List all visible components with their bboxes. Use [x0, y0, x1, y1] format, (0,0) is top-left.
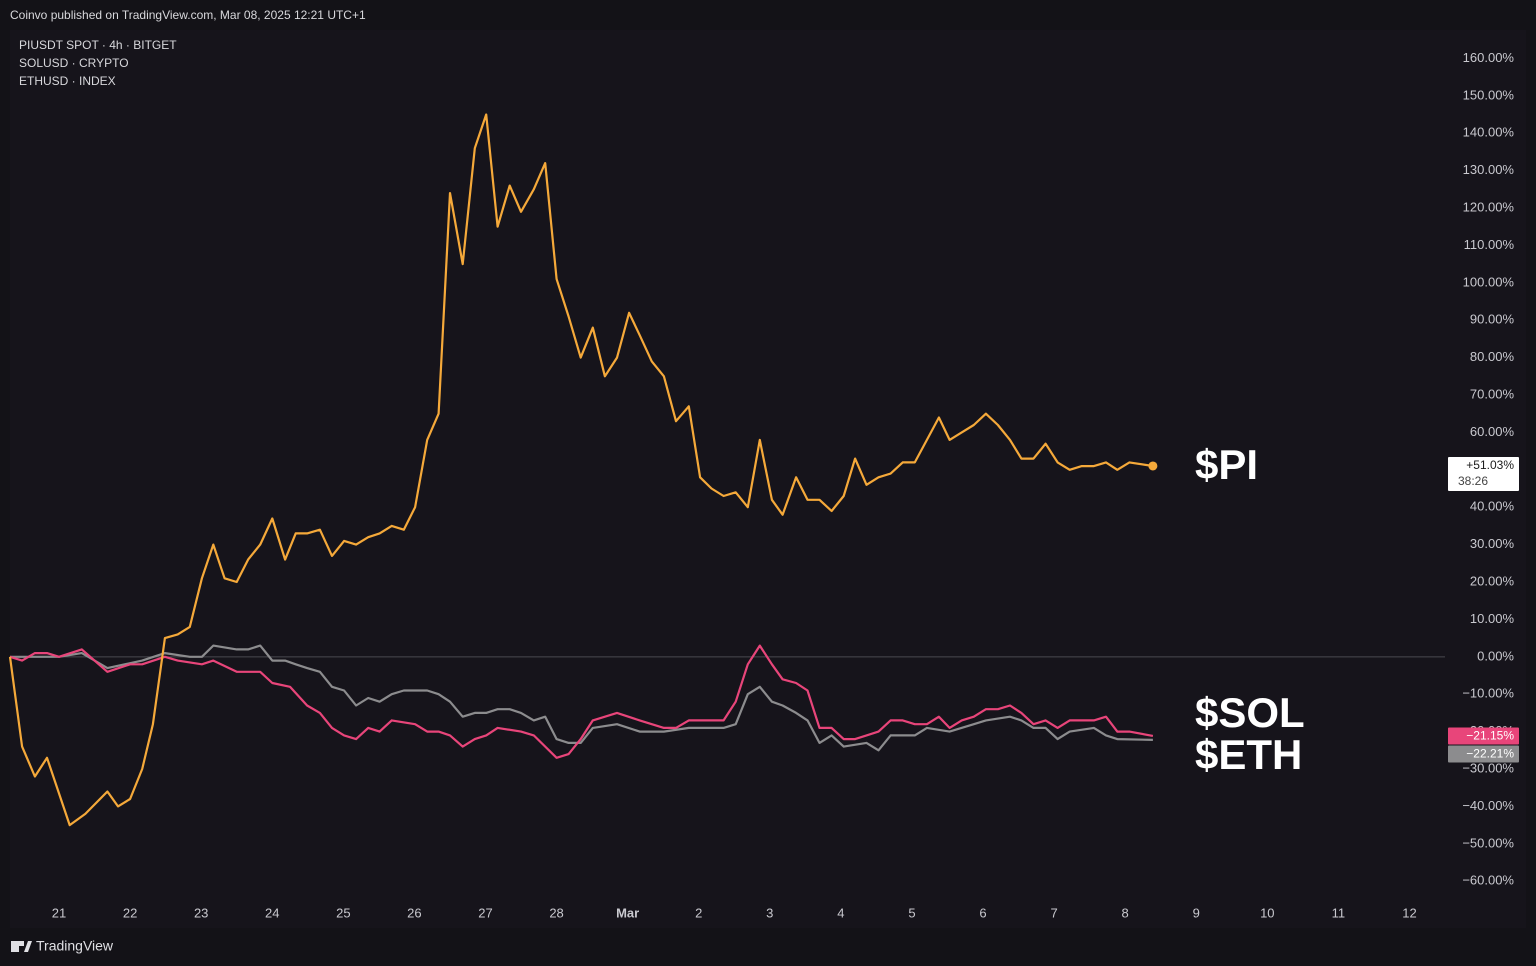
x-tick-label: Mar — [616, 905, 639, 920]
x-tick-label: 21 — [52, 905, 66, 920]
y-tick-label: −40.00% — [1462, 798, 1514, 813]
x-tick-label: 22 — [123, 905, 137, 920]
last-value-label: +51.03% — [1466, 458, 1514, 472]
y-tick-label: 30.00% — [1470, 536, 1515, 551]
x-tick-label: 10 — [1260, 905, 1274, 920]
y-tick-label: 160.00% — [1463, 50, 1515, 65]
y-tick-label: 100.00% — [1463, 274, 1515, 289]
series-line — [8, 113, 1154, 827]
annotation: $SOL — [1195, 689, 1305, 736]
y-tick-label: 110.00% — [1464, 237, 1515, 252]
annotation: $ETH — [1195, 731, 1302, 778]
y-tick-label: 120.00% — [1463, 199, 1515, 214]
y-tick-label: −50.00% — [1462, 835, 1514, 850]
y-tick-label: 10.00% — [1470, 611, 1515, 626]
last-value-box — [1448, 745, 1519, 763]
y-tick-label: 20.00% — [1470, 573, 1515, 588]
y-tick-label: 80.00% — [1470, 349, 1515, 364]
x-tick-label: 27 — [478, 905, 492, 920]
x-tick-label: 7 — [1050, 905, 1057, 920]
x-tick-label: 4 — [837, 905, 844, 920]
y-tick-label: 40.00% — [1470, 499, 1515, 514]
x-tick-label: 6 — [979, 905, 986, 920]
x-tick-label: 26 — [407, 905, 421, 920]
y-tick-label: 90.00% — [1470, 312, 1515, 327]
legend-entry: ETHUSD · INDEX — [19, 74, 116, 88]
series-line — [9, 644, 1154, 759]
last-value-box — [1448, 456, 1519, 491]
legend-entry: PIUSDT SPOT · 4h · BITGET — [19, 38, 177, 52]
annotation: $PI — [1195, 441, 1258, 488]
x-tick-label: 24 — [265, 905, 279, 920]
x-tick-label: 2 — [695, 905, 702, 920]
x-tick-label: 8 — [1122, 905, 1129, 920]
countdown: 38:26 — [1458, 474, 1488, 488]
x-tick-label: 9 — [1193, 905, 1200, 920]
y-tick-label: 130.00% — [1463, 162, 1515, 177]
y-tick-label: 150.00% — [1463, 87, 1515, 102]
x-tick-label: 23 — [194, 905, 208, 920]
last-value-label: −22.21% — [1466, 747, 1514, 761]
legend-entry: SOLUSD · CRYPTO — [19, 56, 129, 70]
x-tick-label: 5 — [908, 905, 915, 920]
last-value-box — [1448, 727, 1519, 745]
y-tick-label: 140.00% — [1463, 125, 1515, 140]
series-line — [10, 644, 1153, 752]
y-tick-label: 0.00% — [1477, 648, 1514, 663]
y-tick-label: 70.00% — [1470, 386, 1515, 401]
footer-brand: TradingView — [36, 938, 114, 954]
tradingview-logo — [11, 941, 32, 952]
y-tick-label: 60.00% — [1470, 424, 1515, 439]
header: Coinvo published on TradingView.com, Mar… — [10, 8, 366, 22]
last-value-label: −21.15% — [1466, 729, 1514, 743]
y-tick-label: −30.00% — [1462, 760, 1514, 775]
x-tick-label: 11 — [1332, 905, 1346, 920]
last-point — [1148, 461, 1158, 471]
x-tick-label: 12 — [1402, 905, 1416, 920]
y-tick-label: −60.00% — [1462, 873, 1514, 888]
x-tick-label: 3 — [766, 905, 773, 920]
x-tick-label: 25 — [336, 905, 350, 920]
x-tick-label: 28 — [549, 905, 563, 920]
y-tick-label: −10.00% — [1462, 686, 1514, 701]
